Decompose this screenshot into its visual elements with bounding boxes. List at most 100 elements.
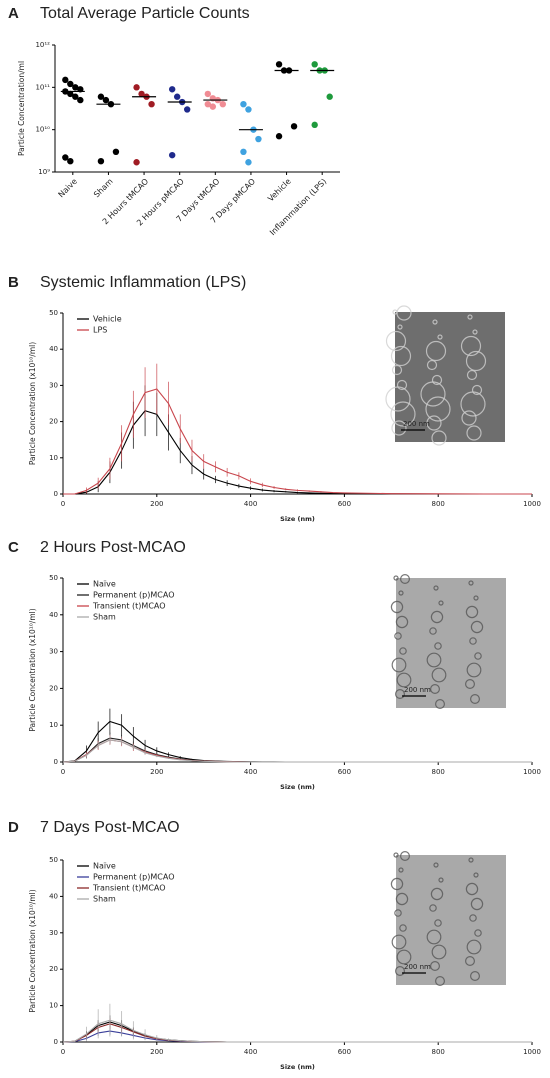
vesicle: [433, 585, 439, 591]
legend-label: Transient (t)MCAO: [92, 602, 166, 611]
y-axis-label: Particle Concentration (x10¹⁰/ml): [28, 889, 37, 1012]
x-tick-label: 1000: [523, 1048, 541, 1056]
legend-label: LPS: [93, 326, 107, 335]
vesicle: [433, 862, 439, 868]
vesicle: [390, 401, 416, 427]
vesicle: [434, 919, 442, 927]
dot: [62, 76, 69, 84]
vesicle: [397, 324, 403, 330]
y-tick-label: 0: [54, 1038, 58, 1046]
vesicle: [470, 897, 484, 911]
legend-label: Sham: [93, 613, 116, 622]
vesicle: [393, 852, 399, 858]
vesicle: [425, 396, 451, 422]
vesicle: [396, 379, 408, 391]
vesicle: [429, 627, 437, 635]
vesicle: [400, 573, 411, 584]
vesicle: [426, 652, 442, 668]
dot: [311, 121, 318, 129]
y-tick-label: 20: [49, 684, 58, 692]
dot: [204, 90, 212, 98]
vesicle: [390, 345, 412, 367]
y-tick-label: 10¹²: [35, 41, 50, 49]
vesicle: [429, 904, 437, 912]
series-line: [63, 388, 532, 495]
chart-title: Total Average Particle Counts: [40, 5, 250, 22]
vesicle: [390, 600, 404, 614]
panel-letter: C: [8, 539, 19, 556]
x-tick-label: 600: [338, 1048, 351, 1056]
y-axis-label: Particle Concentration (x10¹⁰/ml): [28, 342, 37, 465]
vesicle: [432, 319, 438, 325]
vesicle: [465, 678, 476, 689]
legend-label: Permanent (p)MCAO: [93, 591, 174, 600]
dot: [275, 133, 283, 140]
x-axis-label: Size (nm): [280, 783, 315, 791]
vesicle: [426, 929, 442, 945]
y-tick-label: 20: [49, 418, 58, 426]
vesicle: [396, 672, 412, 688]
x-tick-label: Vehicle: [266, 177, 293, 204]
vesicle: [473, 595, 479, 601]
legend-label: Sham: [93, 895, 116, 904]
vesicle: [395, 965, 406, 976]
dot: [240, 100, 247, 108]
vesicle: [431, 667, 447, 683]
micrograph: [396, 855, 506, 985]
dot: [168, 151, 176, 159]
vesicle: [398, 590, 404, 596]
legend-label: Transient (t)MCAO: [92, 884, 166, 893]
x-tick-label: 200: [150, 500, 163, 508]
dot: [102, 96, 110, 104]
scale-bar-label: 200 nm: [404, 963, 431, 971]
vesicle: [471, 384, 483, 396]
vesicle: [425, 340, 447, 362]
x-tick-label: 600: [338, 768, 351, 776]
vesicle: [399, 647, 407, 655]
dot: [72, 93, 79, 100]
dot: [245, 159, 252, 166]
vesicle: [437, 334, 443, 340]
vesicle: [465, 955, 476, 966]
dot: [326, 93, 333, 100]
vesicle: [470, 620, 484, 634]
vesicle: [400, 850, 411, 861]
y-tick-label: 10¹⁰: [35, 126, 50, 134]
x-axis-label: Size (nm): [280, 1063, 315, 1071]
vesicle: [468, 857, 474, 863]
y-tick-label: 10: [49, 1002, 58, 1010]
y-tick-label: 0: [54, 490, 58, 498]
vesicle: [435, 698, 446, 709]
vesicle: [438, 600, 444, 606]
vesicle: [395, 688, 406, 699]
dot: [245, 106, 252, 113]
vesicle: [390, 877, 404, 891]
dot: [255, 135, 262, 143]
vesicle: [395, 892, 409, 906]
y-tick-label: 50: [49, 856, 58, 864]
y-tick-label: 50: [49, 309, 58, 317]
x-tick-label: 400: [244, 500, 257, 508]
vesicle: [472, 329, 478, 335]
dot: [67, 90, 74, 98]
vesicle: [470, 970, 481, 981]
vesicle: [394, 632, 402, 640]
vesicle: [474, 929, 482, 937]
y-tick-label: 10: [49, 454, 58, 462]
vesicle: [431, 944, 447, 960]
vesicle: [391, 934, 407, 950]
y-axis-label: Particle Concentration (x10¹⁰/ml): [28, 608, 37, 731]
legend-label: Permanent (p)MCAO: [93, 873, 174, 882]
vesicle: [466, 662, 482, 678]
chart-title: 2 Hours Post-MCAO: [40, 539, 186, 556]
vesicle: [391, 657, 407, 673]
x-tick-label: 200: [150, 768, 163, 776]
vesicle: [465, 350, 487, 372]
x-tick-label: 0: [61, 500, 65, 508]
x-axis-label: Size (nm): [280, 515, 315, 523]
vesicle: [467, 314, 473, 320]
vesicle: [465, 882, 479, 896]
dot: [173, 93, 181, 100]
dot: [97, 93, 105, 100]
vesicle: [385, 330, 407, 352]
